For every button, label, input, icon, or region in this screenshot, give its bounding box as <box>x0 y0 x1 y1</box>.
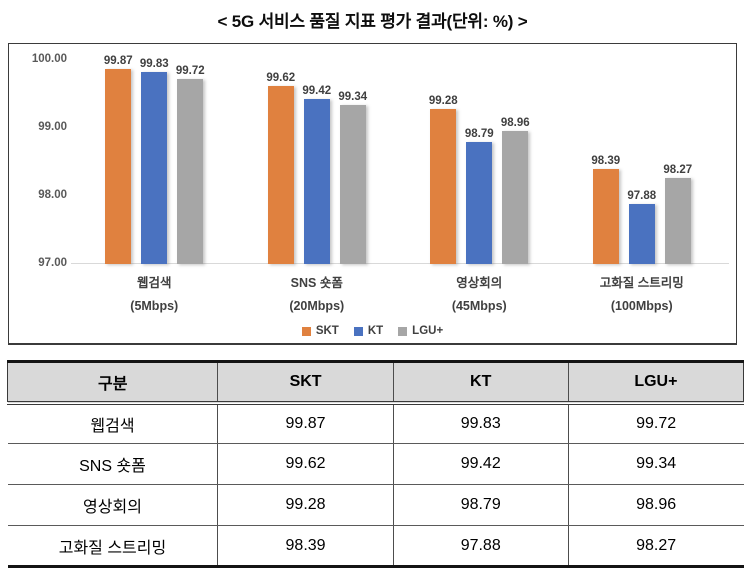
legend-swatch-icon <box>353 326 363 336</box>
table-row: 웹검색 99.87 99.83 99.72 <box>7 402 744 444</box>
category-label-1: 웹검색 (5Mbps) <box>73 272 236 318</box>
bar-lguplus-1: 99.72 <box>176 65 205 264</box>
category-label-4: 고화질 스트리밍 (100Mbps) <box>561 272 724 318</box>
category-name: 고화질 스트리밍 <box>599 276 684 290</box>
table-row: SNS 숏폼 99.62 99.42 99.34 <box>7 443 744 485</box>
bar-group-3: 99.28 98.79 98.96 <box>398 60 561 264</box>
table-cell: 99.28 <box>217 484 394 526</box>
result-table: 구분 SKT KT LGU+ 웹검색 99.87 99.83 99.72 SNS 숏폼 99.6… <box>6 360 745 568</box>
table-cell: 97.88 <box>392 525 569 567</box>
bar-lguplus-3: 98.96 <box>501 117 530 264</box>
bar-value-label: 98.27 <box>663 163 693 176</box>
bar-kt-3: 98.79 <box>465 128 494 264</box>
category-name: SNS 숏폼 <box>290 276 343 290</box>
table-cell: 영상회의 <box>7 484 218 526</box>
category-speed: (5Mbps) <box>130 299 179 313</box>
table-header-cell: 구분 <box>6 361 218 405</box>
bar-value-label: 98.79 <box>464 128 494 141</box>
bar-skt-2: 99.62 <box>266 72 295 264</box>
bar-kt-2: 99.42 <box>302 85 331 264</box>
table-cell: 99.87 <box>217 402 394 444</box>
category-speed: (100Mbps) <box>610 299 673 313</box>
page-title: < 5G 서비스 품질 지표 평가 결과(단위: %) > <box>217 12 528 31</box>
category-name: 웹검색 <box>136 276 172 290</box>
bar-lguplus-4: 98.27 <box>663 164 692 264</box>
bar-group-4: 98.39 97.88 98.27 <box>561 60 724 264</box>
y-tick-label: 98.00 <box>38 189 67 201</box>
table-row: 영상회의 99.28 98.79 98.96 <box>7 484 744 526</box>
bar-skt-4: 98.39 <box>591 155 620 264</box>
legend-item-kt: KT <box>353 325 384 337</box>
legend-label: LGU+ <box>412 325 444 337</box>
bar-value-label: 99.72 <box>175 65 205 78</box>
category-speed: (20Mbps) <box>289 299 345 313</box>
category-label-3: 영상회의 (45Mbps) <box>398 272 561 318</box>
table-cell: 고화질 스트리밍 <box>58 539 167 557</box>
table-header-cell: KT <box>392 361 569 405</box>
bar-value-label: 99.87 <box>103 54 133 67</box>
x-axis-line <box>71 263 729 264</box>
bar-chart: 100.00 99.00 98.00 97.00 99.87 99.83 99.72 99.… <box>8 43 737 345</box>
table-cell: 98.79 <box>392 484 569 526</box>
bar-skt-3: 99.28 <box>429 95 458 264</box>
legend-swatch-icon <box>301 326 311 336</box>
legend-item-lguplus: LGU+ <box>398 325 443 337</box>
bar-value-label: 97.88 <box>627 190 657 203</box>
plot-area: 99.87 99.83 99.72 99.62 99.42 99.34 99.28 98.79… <box>71 55 729 264</box>
table-cell: SNS 숏폼 <box>7 443 218 485</box>
bar-value-label: 99.34 <box>338 90 368 103</box>
category-name: 영상회의 <box>456 276 503 290</box>
chart-legend: SKT KT LGU+ <box>9 325 736 337</box>
table-cell: 99.62 <box>217 443 394 485</box>
category-axis: 웹검색 (5Mbps) SNS 숏폼 (20Mbps) 영상회의 (45Mbps) 고화질 … <box>73 272 723 318</box>
bar-kt-1: 99.83 <box>140 58 169 264</box>
category-label-2: SNS 숏폼 (20Mbps) <box>236 272 399 318</box>
y-tick-label: 100.00 <box>31 53 67 65</box>
bar-skt-1: 99.87 <box>104 55 133 264</box>
bar-value-label: 99.83 <box>139 57 169 70</box>
table-cell: 웹검색 <box>7 402 218 444</box>
table-header-row: 구분 SKT KT LGU+ <box>6 361 745 405</box>
legend-label: SKT <box>315 325 339 337</box>
bar-value-label: 98.39 <box>591 155 621 168</box>
legend-item-skt: SKT <box>301 325 339 337</box>
legend-label: KT <box>367 325 384 337</box>
table-cell: 99.83 <box>392 402 569 444</box>
table-header-cell: SKT <box>217 361 394 405</box>
table-cell: 98.27 <box>567 525 744 567</box>
table-cell: 99.42 <box>392 443 569 485</box>
bar-lguplus-2: 99.34 <box>338 91 367 264</box>
y-tick-label: 99.00 <box>38 121 67 133</box>
y-tick-label: 97.00 <box>38 257 67 269</box>
table-cell: 98.96 <box>567 484 744 526</box>
bar-kt-4: 97.88 <box>627 190 656 264</box>
table-row: 고화질 스트리밍 98.39 97.88 98.27 <box>8 525 744 567</box>
table-cell: 99.34 <box>567 443 744 485</box>
bar-value-label: 98.96 <box>500 116 530 129</box>
category-speed: (45Mbps) <box>451 299 507 313</box>
bar-group-2: 99.62 99.42 99.34 <box>236 60 399 264</box>
legend-swatch-icon <box>398 326 408 336</box>
table-cell: 98.39 <box>217 525 394 567</box>
bar-value-label: 99.28 <box>428 94 458 107</box>
table-header-cell: LGU+ <box>567 361 745 405</box>
bar-value-label: 99.42 <box>302 85 332 98</box>
bar-group-1: 99.87 99.83 99.72 <box>73 55 236 264</box>
bar-value-label: 99.62 <box>266 71 296 84</box>
table-cell: 99.72 <box>567 402 744 444</box>
